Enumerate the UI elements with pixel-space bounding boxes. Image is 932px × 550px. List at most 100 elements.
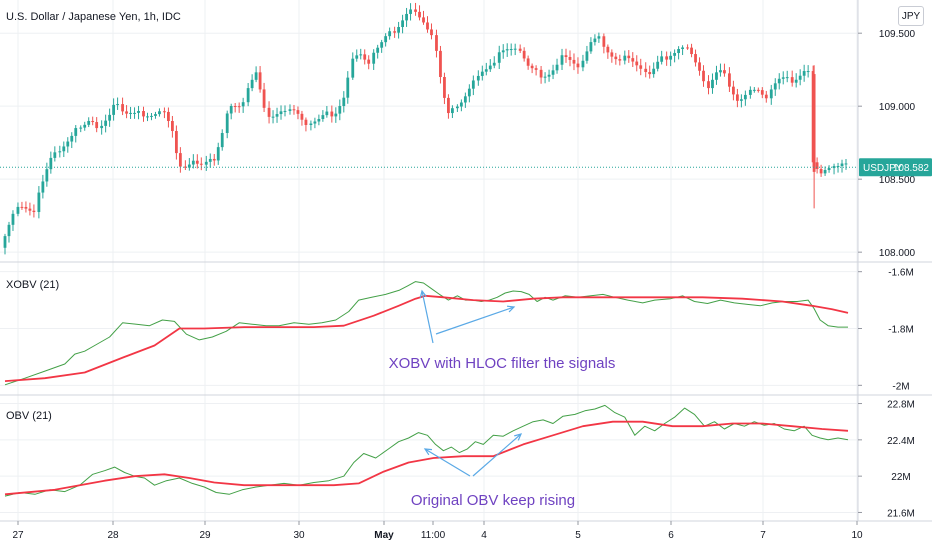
candle-body <box>296 110 300 114</box>
x-tick-label: 7 <box>760 530 766 541</box>
candle-body <box>125 111 128 114</box>
candle-body <box>681 47 684 50</box>
price-tick-label: 108.000 <box>879 248 916 259</box>
candle-body <box>254 72 258 80</box>
candle-body <box>66 141 70 147</box>
candle-body <box>418 11 421 18</box>
obv-annotation-arrow <box>472 433 522 477</box>
candle-body <box>635 61 639 66</box>
candle-body <box>618 59 622 61</box>
candle-body <box>686 47 689 49</box>
candle-body <box>690 47 693 55</box>
candle-body <box>447 97 450 114</box>
candle-body <box>644 68 648 73</box>
candle-body <box>777 78 781 84</box>
candle-body <box>743 94 747 100</box>
candle-body <box>121 104 124 112</box>
candle-body <box>764 94 768 99</box>
candle-body <box>614 56 618 60</box>
candle-body <box>292 109 296 111</box>
candle-body <box>112 104 116 115</box>
candle-body <box>32 210 36 213</box>
candle-body <box>237 106 241 108</box>
obv-pane-title: OBV (21) <box>6 410 52 422</box>
candle-body <box>673 53 677 56</box>
candle-body <box>355 55 359 59</box>
candle-body <box>593 38 597 43</box>
xobv-tick-label: -1.8M <box>888 325 914 336</box>
candle-body <box>802 71 806 76</box>
candle-body <box>467 88 471 97</box>
candle-body <box>639 65 643 69</box>
candle-body <box>199 163 203 165</box>
candle-body <box>70 135 74 142</box>
obv-obv-line <box>4 404 849 497</box>
pane-separators <box>0 0 932 522</box>
candle-body <box>480 71 484 76</box>
candle-body <box>178 153 182 167</box>
annotations: XOBV with HLOC filter the signals Origina… <box>389 289 615 509</box>
candle-body <box>3 236 7 248</box>
candle-body <box>108 114 112 121</box>
candle-body <box>422 17 425 23</box>
candle-body <box>576 63 580 68</box>
candle-body <box>216 147 220 161</box>
candle-body <box>376 47 380 53</box>
candle-body <box>288 109 292 111</box>
x-tick-label: 4 <box>481 530 487 541</box>
candle-body <box>401 20 404 28</box>
candle-body <box>522 50 526 59</box>
candle-body <box>116 104 119 106</box>
candle-body <box>694 54 697 63</box>
candle-body <box>451 108 454 114</box>
candle-body <box>623 55 627 61</box>
obv-tick-label: 22.4M <box>887 436 915 447</box>
candle-body <box>430 29 433 36</box>
candle-body <box>669 55 673 60</box>
xobv-obv-line <box>4 281 848 386</box>
candle-body <box>648 72 652 75</box>
candle-body <box>728 73 731 87</box>
candle-body <box>62 146 66 152</box>
candle-body <box>732 86 735 95</box>
candle-body <box>455 106 459 109</box>
candle-body <box>79 127 83 129</box>
obv-tick-label: 22.8M <box>887 400 915 411</box>
obv-signal-line <box>4 420 849 496</box>
candle-body <box>602 36 606 47</box>
candle-body <box>806 71 810 73</box>
candle-body <box>28 208 32 211</box>
candle-body <box>267 107 271 117</box>
xobv-annotation-arrow <box>435 306 515 335</box>
price-pane <box>0 2 858 255</box>
obv-annotation-text: Original OBV keep rising <box>411 492 575 509</box>
candle-body <box>367 59 371 64</box>
candle-body <box>815 162 819 170</box>
candle-body <box>225 113 229 134</box>
candle-body <box>37 192 41 213</box>
candle-body <box>208 158 212 162</box>
candle-body <box>463 96 467 103</box>
currency-button[interactable]: JPY <box>898 6 924 26</box>
candle-body <box>823 170 827 174</box>
candle-body <box>443 77 446 98</box>
candle-body <box>321 115 325 120</box>
candle-body <box>380 42 384 48</box>
candle-body <box>526 58 530 66</box>
candle-body <box>798 75 802 80</box>
candle-body <box>300 113 304 120</box>
candle-body <box>560 55 564 65</box>
obv-pane <box>4 404 849 497</box>
candle-body <box>405 13 408 21</box>
candle-body <box>409 9 412 14</box>
candle-body <box>627 55 631 59</box>
candle-body <box>581 60 585 68</box>
candle-body <box>439 50 442 78</box>
last-price-tag <box>859 158 932 177</box>
candle-body <box>534 68 538 70</box>
candle-body <box>233 105 237 107</box>
candle-body <box>756 89 760 91</box>
candle-body <box>665 56 669 60</box>
candle-body <box>656 61 660 69</box>
